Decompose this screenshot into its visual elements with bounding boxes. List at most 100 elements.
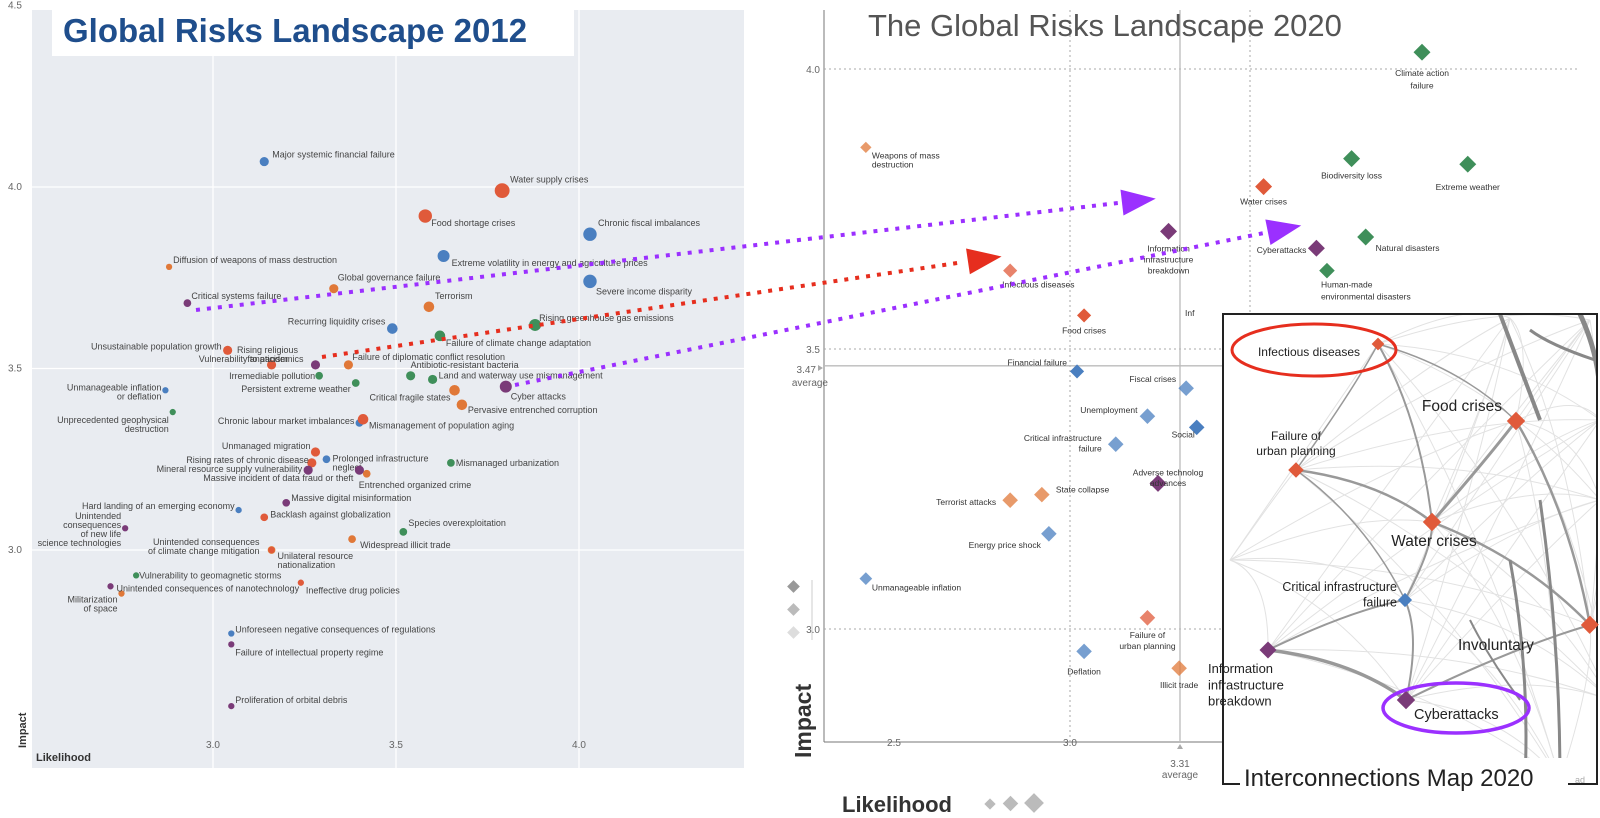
point-label-2012: Rising rates of chronic disease	[186, 455, 309, 465]
point-2012-species-overexploitation	[399, 527, 408, 536]
point-label-2012: Prolonged infrastructure neglect	[332, 453, 428, 472]
inset-node-water-crises	[1422, 512, 1442, 532]
inset-edge-faint	[1431, 521, 1596, 679]
inset-edge-strong	[1405, 624, 1591, 701]
point-label-2012: Chronic fiscal imbalances	[598, 218, 701, 228]
inset-edge-faint	[1229, 519, 1433, 561]
point-2020-climate-action-failure	[1413, 43, 1431, 61]
inset-edge-strong	[1295, 468, 1433, 523]
inset-edge-strong	[1267, 648, 1408, 702]
inset-edge-faint	[1431, 420, 1596, 523]
grid-2020	[823, 10, 1580, 743]
point-2012-food-shortage-crises	[418, 209, 432, 223]
point-label-2012: Species overexploitation	[408, 518, 506, 528]
legend-diamond-mid	[787, 603, 800, 616]
point-2012-global-governance-failure	[329, 284, 339, 294]
inset-edge-faint	[1377, 343, 1596, 418]
point-label-2012: Unprecedented geophysical destruction	[57, 415, 169, 434]
legend-diamond-large	[1024, 793, 1044, 813]
highlight-circle-infectious	[1230, 322, 1398, 378]
inset-node-label: Information infrastructure breakdown	[1208, 661, 1284, 709]
point-label-2012: Rising greenhouse gas emissions	[539, 313, 674, 323]
point-label-2012: Mineral resource supply vulnerability	[157, 464, 303, 474]
inset-edge-strong	[1295, 343, 1379, 471]
point-label-2020: Critical infrastructure failure	[1024, 433, 1102, 453]
point-2020-failure-of-urban-planning	[1139, 610, 1156, 626]
inset-edge-dark	[1508, 559, 1528, 781]
point-2012-unintended-consequences-of-nanotechnology	[107, 583, 114, 590]
point-label-2020: Social	[1172, 429, 1195, 439]
point-2020-deflation	[1076, 643, 1092, 660]
inset-edge-dark	[1538, 499, 1562, 781]
title-box-2012	[52, 8, 574, 56]
y-axis-title-2020: Impact	[790, 684, 816, 758]
point-label-line: Militarization	[67, 595, 117, 605]
point-2020-food-crises	[1077, 308, 1092, 323]
point-label-2020: Unemployment	[1080, 405, 1138, 415]
point-2020-water-crises	[1255, 178, 1273, 196]
ticks-2012: 3.0 3.5 4.0 3.0 3.5 4.0 4.5	[8, 1, 586, 752]
inset-edge-faint	[1229, 559, 1269, 651]
inset-edge-strong	[1267, 599, 1406, 651]
inset-edge-strong	[1514, 420, 1592, 626]
point-label-line: destruction	[125, 424, 169, 434]
point-label-2012: Antibiotic-resistant bacteria	[411, 360, 519, 370]
point-label-2012: Extreme volatility in energy and agricul…	[452, 258, 649, 268]
plot-area-2012	[32, 10, 744, 768]
point-label-2012: Entrenched organized crime	[359, 480, 472, 490]
point-label-2012: Terrorism	[435, 291, 473, 301]
arrow-infectious-diseases-line	[321, 260, 965, 359]
point-label-line: failure	[1410, 81, 1433, 91]
inset-node-critical-infrastructure-failure	[1397, 592, 1413, 608]
point-2020-natural-disasters	[1357, 228, 1375, 246]
point-label-2012: Massive incident of data fraud or theft	[203, 473, 354, 483]
highlight-circle-cyberattacks	[1381, 681, 1531, 735]
point-label-2012: Vulnerability to pandemics	[199, 354, 304, 364]
point-label-2020: Unmanageable inflation	[872, 583, 962, 593]
point-2012-terrorism	[423, 301, 435, 313]
point-label-2020: Cyberattacks	[1257, 245, 1307, 255]
inset-edge-faint	[1229, 559, 1407, 701]
chart-title-2012: Global Risks Landscape 2012	[63, 12, 527, 49]
avg-likelihood-label: average	[1162, 770, 1199, 781]
inset-edge-faint	[1295, 319, 1591, 471]
point-2020-terrorist-attacks	[1002, 492, 1018, 508]
point-label-line: Climate action	[1395, 68, 1449, 78]
point-2012-antibiotic-resistant-bacteria	[406, 371, 416, 381]
inset-frame	[1222, 313, 1598, 785]
inset-node-label-line: Critical infrastructure	[1282, 580, 1397, 594]
point-label-2020: Information infrastructure breakdown	[1144, 243, 1194, 275]
inset-edge-faint	[1431, 319, 1591, 523]
point-2012-critical-fragile-states	[449, 384, 460, 396]
point-label-2012: Failure of intellectual property regime	[235, 647, 383, 657]
point-label-2012: Cyber attacks	[511, 392, 567, 402]
point-2012-mismanaged-urbanization	[447, 459, 455, 467]
x-axis-title-2012: Likelihood	[36, 752, 91, 764]
inset-node-label: Food crises	[1422, 398, 1502, 415]
point-label-2012: Unforeseen negative consequences of regu…	[235, 624, 436, 634]
point-2020-social	[1188, 419, 1205, 436]
point-label-line: Prolonged infrastructure	[332, 453, 428, 463]
point-label-line: failure	[1079, 444, 1102, 454]
point-label-line: destruction	[872, 160, 914, 170]
y-tick-label-2012: 4.5	[8, 1, 22, 12]
point-2020-human-made-environmental-disasters	[1319, 262, 1335, 279]
point-2012-backlash-against-globalization	[260, 513, 269, 522]
inset-edge-faint	[1295, 419, 1596, 471]
inset-edge-strong	[1404, 599, 1414, 701]
point-label-2020: Financial failure	[1008, 357, 1068, 367]
inset-edge-faint	[1559, 624, 1592, 781]
point-2012-vulnerability-to-geomagnetic-storms	[132, 572, 140, 579]
point-label-2012: Global governance failure	[338, 273, 441, 283]
inset-node-label-line: failure	[1363, 596, 1397, 610]
avg-impact-label: average	[792, 378, 829, 389]
inset-edge-dark	[1577, 315, 1596, 377]
point-2012-unintended-consequences-of-new-life-science-technologies	[122, 525, 129, 532]
inset-node-label: Involuntary	[1458, 637, 1534, 654]
point-label-2012: Unsustainable population growth	[91, 341, 222, 351]
y-tick-label-2012: 4.0	[8, 182, 22, 193]
point-label-2020: Extreme weather	[1436, 182, 1500, 192]
point-2012-failure-of-diplomatic-conflict-resolution	[343, 360, 353, 370]
inset-node-food-crises	[1506, 411, 1526, 431]
